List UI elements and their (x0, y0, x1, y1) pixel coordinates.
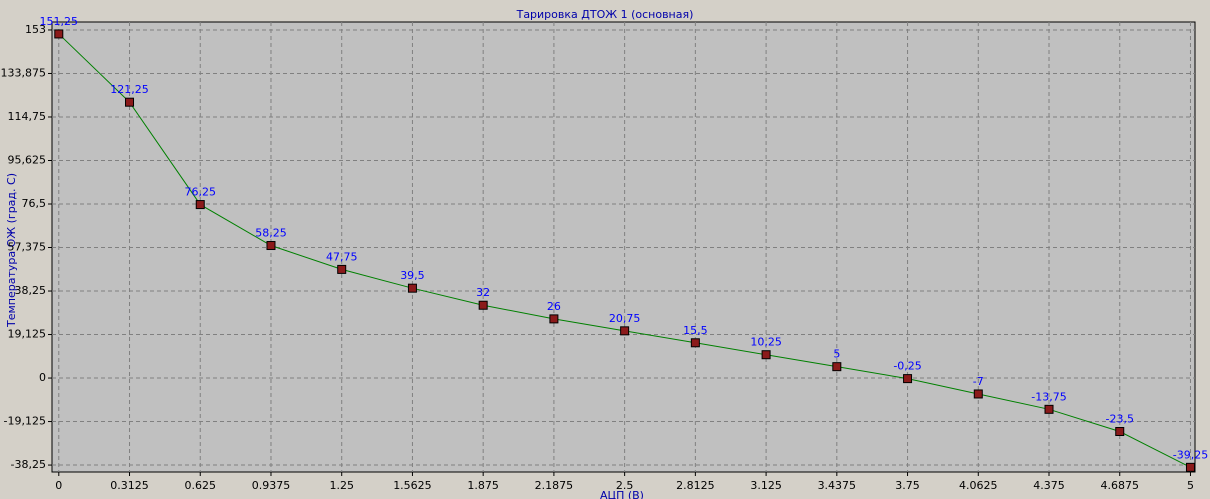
data-point (761, 350, 771, 360)
data-point (832, 362, 842, 372)
data-point (690, 338, 700, 348)
x-tick-label: 3.125 (750, 479, 782, 492)
data-point (266, 241, 276, 251)
data-label: 5 (833, 348, 840, 361)
x-tick-label: 2.5 (616, 479, 634, 492)
x-axis-label: АЦП (В) (600, 489, 644, 499)
data-point (1115, 427, 1125, 437)
x-tick-label: 3.4375 (818, 479, 857, 492)
x-tick-label: 0.3125 (110, 479, 149, 492)
data-label: 10,25 (750, 336, 782, 349)
data-label: 151,25 (40, 15, 79, 28)
y-tick-label: -38,25 (11, 458, 46, 471)
y-tick-label: 19,125 (8, 328, 47, 341)
data-label: -39,25 (1173, 448, 1208, 461)
x-tick-label: 0.9375 (252, 479, 291, 492)
x-tick-label: 0 (55, 479, 62, 492)
data-label: -7 (973, 375, 984, 388)
x-tick-label: 0.625 (185, 479, 217, 492)
data-label: 121,25 (110, 83, 149, 96)
data-point (195, 200, 205, 210)
data-point (620, 326, 630, 336)
data-point (125, 97, 135, 107)
x-tick-label: 1.5625 (393, 479, 432, 492)
data-label: 32 (476, 286, 490, 299)
x-tick-label: 4.6875 (1100, 479, 1139, 492)
x-tick-label: 2.1875 (535, 479, 574, 492)
data-label: 58,25 (255, 227, 287, 240)
data-point (903, 374, 913, 384)
data-label: -0,25 (893, 360, 921, 373)
data-label: 39,5 (400, 269, 425, 282)
x-tick-label: 4.375 (1033, 479, 1065, 492)
data-label: 47,75 (326, 250, 358, 263)
x-tick-label: 5 (1187, 479, 1194, 492)
x-tick-label: 1.875 (467, 479, 499, 492)
y-tick-label: 133,875 (1, 66, 47, 79)
data-point (973, 389, 983, 399)
plot-area (51, 21, 1196, 473)
data-point (478, 300, 488, 310)
y-tick-label: 76,5 (22, 197, 47, 210)
data-point (1044, 404, 1054, 414)
data-label: 26 (547, 300, 561, 313)
data-point (54, 29, 64, 39)
y-tick-label: 57,375 (8, 241, 47, 254)
y-axis-label: Температура ОЖ (град. С) (5, 173, 18, 328)
x-tick-label: 2.8125 (676, 479, 715, 492)
y-tick-label: 153 (25, 23, 46, 36)
data-label: -23,5 (1106, 413, 1134, 426)
x-tick-label: 3.75 (895, 479, 920, 492)
data-label: 15,5 (683, 324, 708, 337)
y-tick-label: -19,125 (4, 415, 46, 428)
data-point (1185, 462, 1195, 472)
x-tick-label: 1.25 (329, 479, 354, 492)
data-label: 20,75 (609, 312, 641, 325)
data-label: -13,75 (1031, 390, 1066, 403)
y-tick-label: 0 (39, 371, 46, 384)
y-tick-label: 114,75 (8, 110, 47, 123)
x-tick-label: 4.0625 (959, 479, 998, 492)
y-tick-label: 95,625 (8, 153, 47, 166)
data-point (337, 264, 347, 274)
data-point (407, 283, 417, 293)
data-label: 76,25 (185, 186, 217, 199)
data-point (549, 314, 559, 324)
chart-title: Тарировка ДТОЖ 1 (основная) (516, 8, 694, 21)
y-tick-label: 38,25 (15, 284, 47, 297)
